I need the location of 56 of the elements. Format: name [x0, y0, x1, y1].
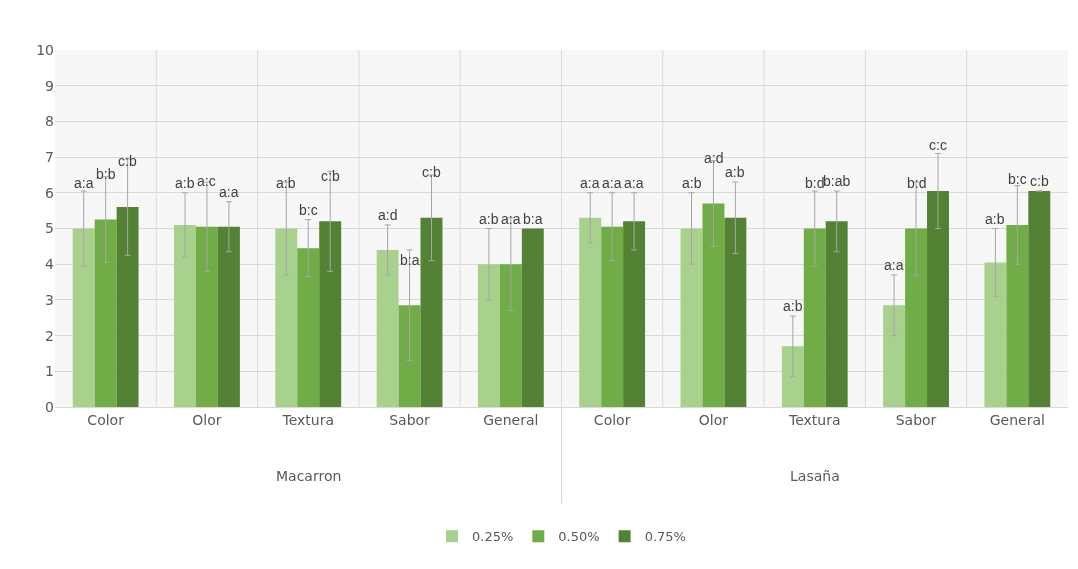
data-label: a:b [783, 298, 803, 314]
data-label: a:a [884, 257, 904, 273]
x-tick-label: Textura [787, 411, 841, 428]
y-tick-label: 2 [45, 327, 54, 344]
data-label: c:b [321, 168, 340, 184]
text: Macarron [276, 468, 342, 484]
data-label: b:d [805, 175, 825, 191]
y-tick-label: 5 [45, 220, 54, 237]
y-tick-label: 10 [36, 41, 54, 58]
y-tick-label: 9 [45, 77, 54, 94]
legend-label: 0.25% [472, 529, 514, 545]
x-tick-label: Olor [192, 411, 222, 428]
x-tick-label: Color [593, 411, 631, 428]
data-label: c:b [1030, 173, 1049, 189]
data-label: a:a [74, 175, 94, 191]
x-tick-label: Color [87, 411, 125, 428]
data-label: a:b [276, 175, 296, 191]
x-tick-label: Sabor [895, 411, 937, 428]
data-label: b:b [96, 166, 116, 182]
data-label: a:a [624, 175, 644, 191]
data-label: a:b [479, 211, 499, 227]
data-label: b:a [523, 211, 543, 227]
y-tick-label: 3 [45, 291, 54, 308]
data-label: a:a [580, 175, 600, 191]
x-tick-label: Sabor [389, 411, 431, 428]
data-label: b:ab [823, 173, 851, 189]
data-label: a:a [501, 211, 521, 227]
data-label: c:b [118, 153, 137, 169]
y-tick-label: 8 [45, 113, 54, 130]
y-tick-label: 4 [45, 256, 55, 273]
data-label: a:c [197, 173, 216, 189]
data-label: a:a [219, 184, 239, 200]
text: Lasaña [790, 468, 840, 484]
data-label: a:b [725, 164, 745, 180]
x-tick-label: General [989, 411, 1045, 428]
y-tick-label: 7 [45, 149, 54, 165]
x-tick-label: Olor [698, 411, 729, 428]
data-label: b:a [400, 252, 420, 268]
data-label: c:b [422, 164, 441, 180]
legend-label: 0.75% [644, 529, 686, 545]
data-label: c:c [929, 137, 947, 153]
y-tick-label: 6 [45, 184, 55, 201]
data-label: b:d [907, 175, 927, 191]
y-tick-label: 1 [45, 363, 54, 380]
data-label: b:c [1008, 171, 1027, 187]
y-tick-label: 0 [45, 398, 54, 415]
x-tick-label: Textura [281, 411, 335, 428]
data-label: a:b [175, 175, 195, 191]
data-label: a:a [602, 175, 622, 191]
data-label: a:b [682, 175, 702, 191]
data-label: a:d [704, 150, 724, 166]
legend-label: 0.50% [558, 529, 600, 545]
data-label: a:b [985, 211, 1005, 227]
data-label: b:c [299, 202, 318, 218]
data-label: a:d [378, 207, 398, 223]
x-tick-label: General [483, 411, 539, 428]
